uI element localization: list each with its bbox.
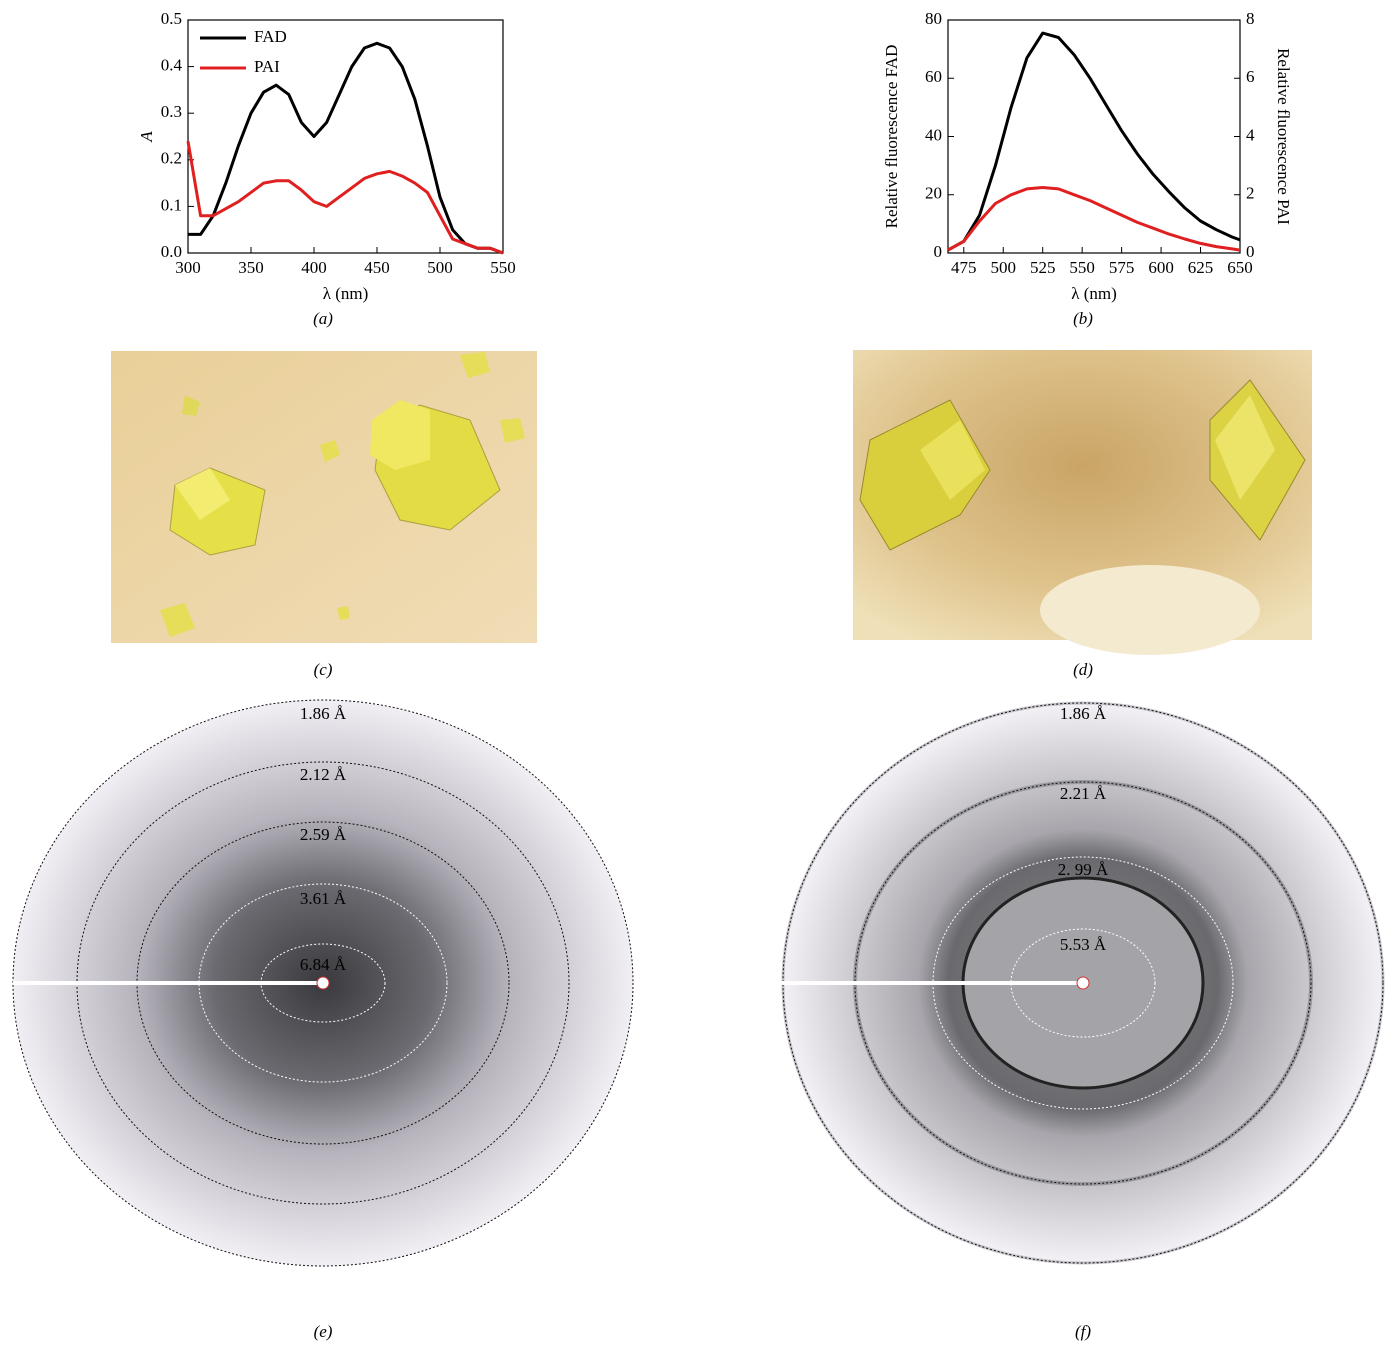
resolution-label: 1.86 Å (1060, 704, 1107, 723)
resolution-label: 1.86 Å (300, 704, 347, 723)
x-tick-label: 400 (301, 258, 327, 277)
x-tick-label: 350 (238, 258, 264, 277)
x-tick-label: 600 (1148, 258, 1174, 277)
x-axis-label: λ (nm) (1071, 284, 1117, 303)
panel-caption: (e) (314, 1322, 333, 1341)
y-tick-label: 0.4 (161, 56, 183, 75)
panel-caption: (c) (314, 660, 333, 679)
y2-axis-label: Relative fluorescence PAI (1274, 48, 1293, 225)
x-tick-label: 575 (1109, 258, 1135, 277)
resolution-label: 6.84 Å (300, 955, 347, 974)
x-tick-label: 550 (1069, 258, 1095, 277)
y-tick-label: 60 (925, 67, 942, 86)
panel-caption: (a) (313, 309, 333, 328)
plot-frame (188, 20, 503, 253)
resolution-label: 2.59 Å (300, 825, 347, 844)
y-tick-label: 80 (925, 9, 942, 28)
y-tick-label: 0.0 (161, 242, 182, 261)
x-tick-label: 500 (427, 258, 453, 277)
resolution-label: 3.61 Å (300, 889, 347, 908)
x-tick-label: 450 (364, 258, 390, 277)
resolution-label: 2.12 Å (300, 765, 347, 784)
legend-label: FAD (254, 27, 287, 46)
panel-caption: (b) (1073, 309, 1093, 328)
y-tick-label: 0.2 (161, 149, 182, 168)
y2-tick-label: 8 (1246, 9, 1255, 28)
y-axis-label: Relative fluorescence FAD (882, 45, 901, 229)
series-line (188, 43, 503, 253)
y-tick-label: 20 (925, 184, 942, 203)
y2-tick-label: 4 (1246, 125, 1255, 144)
y-tick-label: 40 (925, 125, 942, 144)
y2-tick-label: 0 (1246, 242, 1255, 261)
resolution-label: 5.53 Å (1060, 935, 1107, 954)
series-line (948, 33, 1240, 250)
y-tick-label: 0 (934, 242, 943, 261)
resolution-label: 2. 99 Å (1058, 860, 1109, 879)
x-tick-label: 625 (1188, 258, 1214, 277)
diffraction-e (13, 700, 633, 1266)
x-axis-label: λ (nm) (323, 284, 369, 303)
figure: 3003504004505005500.00.10.20.30.40.5λ (n… (0, 0, 1386, 1349)
y-tick-label: 0.5 (161, 9, 182, 28)
y-tick-label: 0.1 (161, 195, 182, 214)
x-tick-label: 475 (951, 258, 977, 277)
y-axis-label: A (137, 131, 156, 143)
y2-tick-label: 6 (1246, 67, 1255, 86)
x-tick-label: 550 (490, 258, 516, 277)
panel-caption: (d) (1073, 660, 1093, 679)
y-tick-label: 0.3 (161, 102, 182, 121)
x-tick-label: 500 (990, 258, 1016, 277)
x-tick-label: 525 (1030, 258, 1056, 277)
photo-d (853, 350, 1312, 655)
y2-tick-label: 2 (1246, 184, 1255, 203)
photo-c (111, 351, 537, 643)
legend-label: PAI (254, 57, 280, 76)
panel-caption: (f) (1075, 1322, 1091, 1341)
resolution-label: 2.21 Å (1060, 784, 1107, 803)
